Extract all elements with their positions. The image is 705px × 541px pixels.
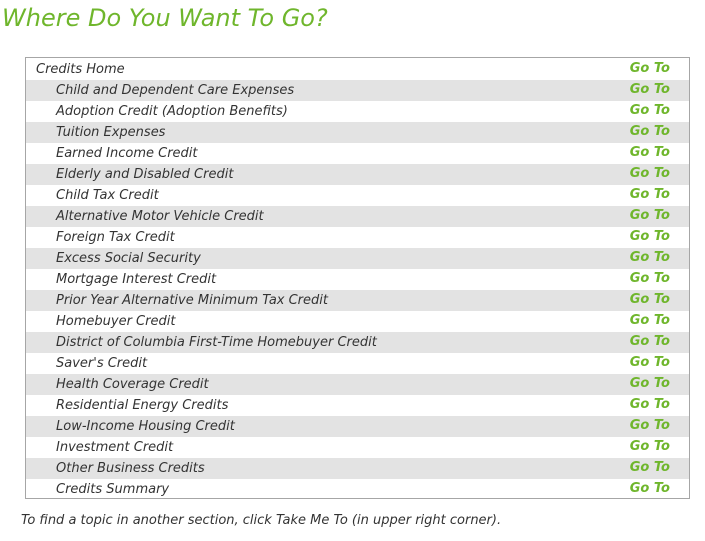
menu-item-label: Investment Credit <box>56 440 174 455</box>
menu-item-label: Prior Year Alternative Minimum Tax Credi… <box>56 293 328 308</box>
go-to-link-dc-homebuyer-credit[interactable]: Go To <box>629 334 670 349</box>
page-title: Where Do You Want To Go? <box>2 4 328 32</box>
go-to-link-low-income-housing-credit[interactable]: Go To <box>629 418 670 433</box>
go-to-link-child-tax-credit[interactable]: Go To <box>629 187 670 202</box>
menu-row-foreign-tax-credit: Foreign Tax Credit Go To <box>26 227 689 248</box>
menu-row-credits-summary: Credits Summary Go To <box>26 479 689 500</box>
menu-item-label: Earned Income Credit <box>56 146 198 161</box>
menu-item-label: Excess Social Security <box>56 251 201 266</box>
menu-row-dc-homebuyer-credit: District of Columbia First-Time Homebuye… <box>26 332 689 353</box>
navigation-menu: Credits Home Go To Child and Dependent C… <box>25 57 690 499</box>
menu-row-residential-energy-credits: Residential Energy Credits Go To <box>26 395 689 416</box>
menu-item-label: District of Columbia First-Time Homebuye… <box>56 335 377 350</box>
menu-row-child-dependent-care: Child and Dependent Care Expenses Go To <box>26 80 689 101</box>
menu-item-label: Tuition Expenses <box>56 125 166 140</box>
go-to-link-mortgage-interest-credit[interactable]: Go To <box>629 271 670 286</box>
help-note: To find a topic in another section, clic… <box>21 513 502 528</box>
menu-row-homebuyer-credit: Homebuyer Credit Go To <box>26 311 689 332</box>
menu-item-label: Child Tax Credit <box>56 188 159 203</box>
menu-item-label: Health Coverage Credit <box>56 377 209 392</box>
menu-row-elderly-disabled-credit: Elderly and Disabled Credit Go To <box>26 164 689 185</box>
menu-item-label: Elderly and Disabled Credit <box>56 167 234 182</box>
go-to-link-prior-year-amt-credit[interactable]: Go To <box>629 292 670 307</box>
menu-item-label: Foreign Tax Credit <box>56 230 175 245</box>
go-to-link-residential-energy-credits[interactable]: Go To <box>629 397 670 412</box>
menu-item-label: Child and Dependent Care Expenses <box>56 83 295 98</box>
menu-row-prior-year-amt-credit: Prior Year Alternative Minimum Tax Credi… <box>26 290 689 311</box>
go-to-link-tuition-expenses[interactable]: Go To <box>629 124 670 139</box>
go-to-link-adoption-credit[interactable]: Go To <box>629 103 670 118</box>
menu-item-label: Credits Home <box>36 62 125 77</box>
go-to-link-elderly-disabled-credit[interactable]: Go To <box>629 166 670 181</box>
menu-row-investment-credit: Investment Credit Go To <box>26 437 689 458</box>
menu-row-earned-income-credit: Earned Income Credit Go To <box>26 143 689 164</box>
menu-row-health-coverage-credit: Health Coverage Credit Go To <box>26 374 689 395</box>
go-to-link-credits-summary[interactable]: Go To <box>629 481 670 496</box>
menu-row-credits-home: Credits Home Go To <box>26 59 689 80</box>
go-to-link-other-business-credits[interactable]: Go To <box>629 460 670 475</box>
go-to-link-savers-credit[interactable]: Go To <box>629 355 670 370</box>
menu-item-label: Saver's Credit <box>56 356 148 371</box>
menu-item-label: Homebuyer Credit <box>56 314 176 329</box>
go-to-link-credits-home[interactable]: Go To <box>629 61 670 76</box>
menu-row-tuition-expenses: Tuition Expenses Go To <box>26 122 689 143</box>
go-to-link-investment-credit[interactable]: Go To <box>629 439 670 454</box>
go-to-link-homebuyer-credit[interactable]: Go To <box>629 313 670 328</box>
menu-row-other-business-credits: Other Business Credits Go To <box>26 458 689 479</box>
menu-item-label: Residential Energy Credits <box>56 398 229 413</box>
go-to-link-earned-income-credit[interactable]: Go To <box>629 145 670 160</box>
menu-item-label: Credits Summary <box>56 482 170 497</box>
menu-item-label: Other Business Credits <box>56 461 205 476</box>
menu-item-label: Adoption Credit (Adoption Benefits) <box>56 104 288 119</box>
menu-row-savers-credit: Saver's Credit Go To <box>26 353 689 374</box>
menu-item-label: Mortgage Interest Credit <box>56 272 217 287</box>
menu-item-label: Low-Income Housing Credit <box>56 419 235 434</box>
go-to-link-excess-social-security[interactable]: Go To <box>629 250 670 265</box>
go-to-link-health-coverage-credit[interactable]: Go To <box>629 376 670 391</box>
menu-row-child-tax-credit: Child Tax Credit Go To <box>26 185 689 206</box>
go-to-link-child-dependent-care[interactable]: Go To <box>629 82 670 97</box>
go-to-link-foreign-tax-credit[interactable]: Go To <box>629 229 670 244</box>
menu-row-alt-motor-vehicle-credit: Alternative Motor Vehicle Credit Go To <box>26 206 689 227</box>
menu-row-adoption-credit: Adoption Credit (Adoption Benefits) Go T… <box>26 101 689 122</box>
menu-row-excess-social-security: Excess Social Security Go To <box>26 248 689 269</box>
menu-row-mortgage-interest-credit: Mortgage Interest Credit Go To <box>26 269 689 290</box>
menu-row-low-income-housing-credit: Low-Income Housing Credit Go To <box>26 416 689 437</box>
go-to-link-alt-motor-vehicle-credit[interactable]: Go To <box>629 208 670 223</box>
menu-item-label: Alternative Motor Vehicle Credit <box>56 209 264 224</box>
